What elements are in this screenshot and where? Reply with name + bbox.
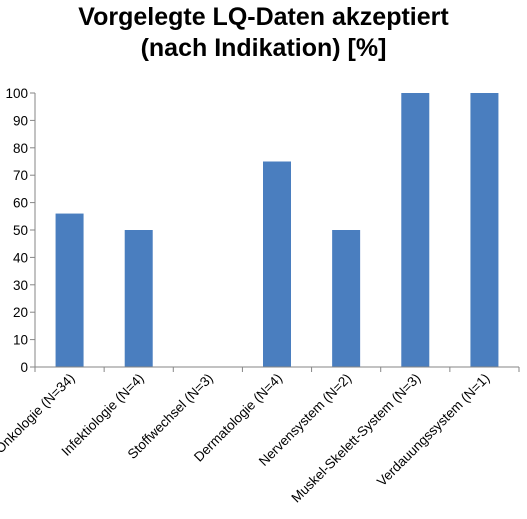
y-tick-label: 40 bbox=[13, 250, 28, 265]
category-label: Muskel-Skelett-System (N=3) bbox=[288, 371, 423, 506]
y-tick-label: 60 bbox=[13, 196, 28, 211]
bar bbox=[470, 93, 499, 367]
y-tick-label: 10 bbox=[13, 333, 28, 348]
chart-title-line-1: Vorgelegte LQ-Daten akzeptiert bbox=[78, 3, 449, 31]
bars-layer bbox=[55, 93, 499, 367]
y-tick-label: 90 bbox=[13, 113, 28, 128]
y-tick-label: 0 bbox=[20, 360, 28, 375]
bar bbox=[332, 230, 361, 367]
category-labels: Onkologie (N=34)Infektiologie (N=4)Stoff… bbox=[0, 371, 493, 506]
y-tick-labels: 0 10 20 30 40 50 60 70 80 90 100 bbox=[5, 86, 28, 375]
chart-title: Vorgelegte LQ-Daten akzeptiert (nach Ind… bbox=[0, 2, 527, 64]
y-tick-label: 50 bbox=[13, 223, 28, 238]
bar bbox=[401, 93, 430, 367]
y-tick-label: 70 bbox=[13, 168, 28, 183]
y-tick-label: 100 bbox=[5, 86, 28, 101]
chart-title-line-2: (nach Indikation) [%] bbox=[140, 34, 387, 62]
axis-layer bbox=[30, 92, 520, 372]
y-tick-label: 80 bbox=[13, 141, 28, 156]
bar bbox=[263, 161, 291, 367]
category-label: Verdauungssystem (N=1) bbox=[374, 371, 493, 490]
y-tick-label: 30 bbox=[13, 278, 28, 293]
y-tick-label: 20 bbox=[13, 305, 28, 320]
bar bbox=[124, 230, 153, 367]
bar bbox=[55, 213, 84, 367]
